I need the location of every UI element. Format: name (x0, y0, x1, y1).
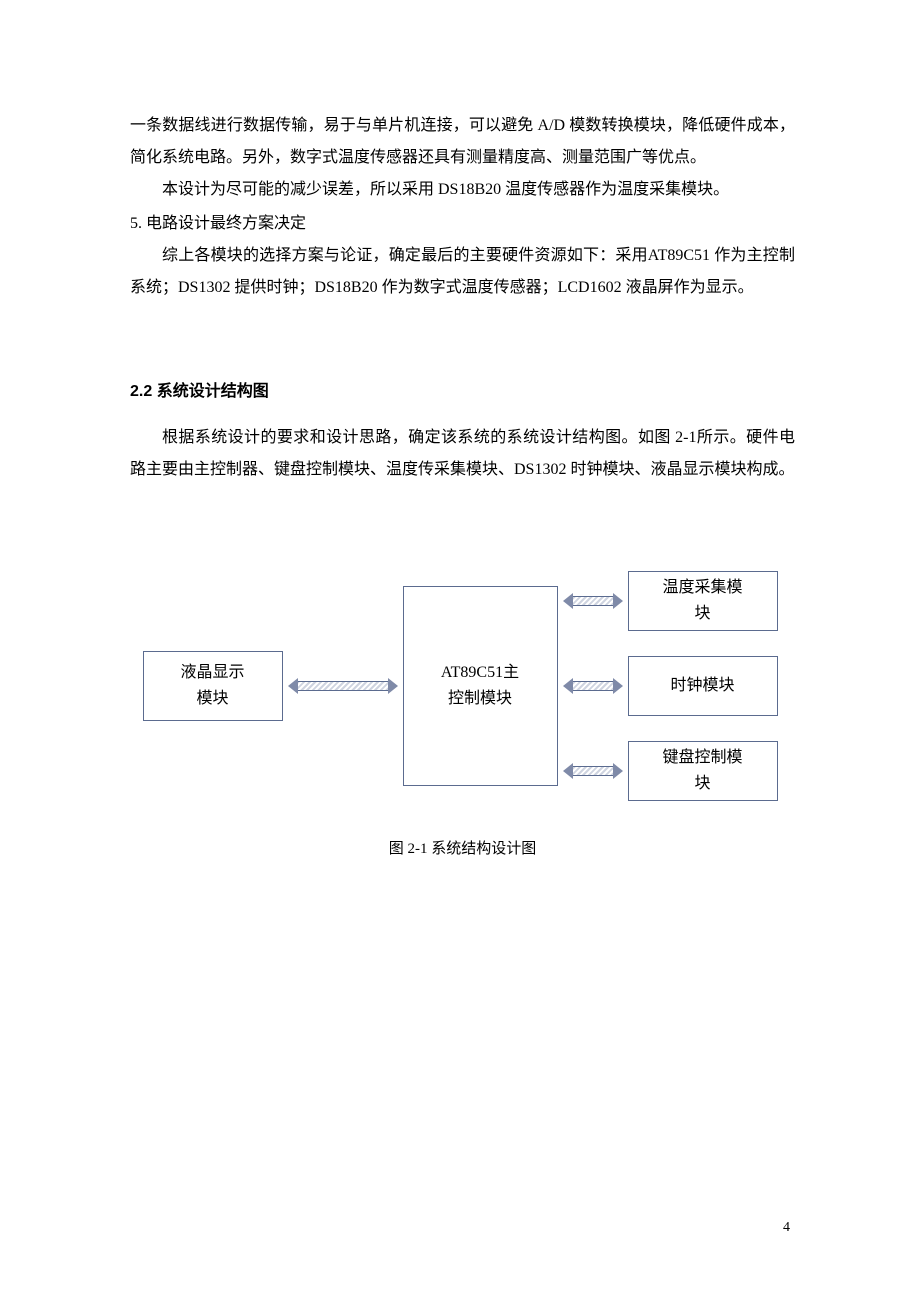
paragraph-3: 综上各模块的选择方案与论证，确定最后的主要硬件资源如下：采用AT89C51 作为… (130, 240, 795, 304)
node-keypad: 键盘控制模块 (628, 741, 778, 801)
arrow-mcu-clock (563, 678, 623, 694)
diagram-caption: 图 2-1 系统结构设计图 (130, 834, 795, 864)
node-temp: 温度采集模块 (628, 571, 778, 631)
paragraph-4: 根据系统设计的要求和设计思路，确定该系统的系统设计结构图。如图 2-1所示。硬件… (130, 422, 795, 486)
heading-2-2: 2.2 系统设计结构图 (130, 376, 795, 408)
node-mcu: AT89C51主控制模块 (403, 586, 558, 786)
section-5-heading: 5. 电路设计最终方案决定 (130, 208, 795, 240)
system-structure-diagram: 液晶显示模块 AT89C51主控制模块 温度采集模块时钟模块键盘控制模块 (133, 556, 793, 826)
arrow-mcu-temp (563, 593, 623, 609)
paragraph-1: 一条数据线进行数据传输，易于与单片机连接，可以避免 A/D 模数转换模块，降低硬… (130, 110, 795, 174)
node-lcd: 液晶显示模块 (143, 651, 283, 721)
page-number: 4 (783, 1214, 790, 1242)
arrow-lcd-mcu (288, 678, 398, 694)
node-clock: 时钟模块 (628, 656, 778, 716)
paragraph-2: 本设计为尽可能的减少误差，所以采用 DS18B20 温度传感器作为温度采集模块。 (130, 174, 795, 206)
document-page: 一条数据线进行数据传输，易于与单片机连接，可以避免 A/D 模数转换模块，降低硬… (0, 0, 920, 1302)
arrow-mcu-keypad (563, 763, 623, 779)
